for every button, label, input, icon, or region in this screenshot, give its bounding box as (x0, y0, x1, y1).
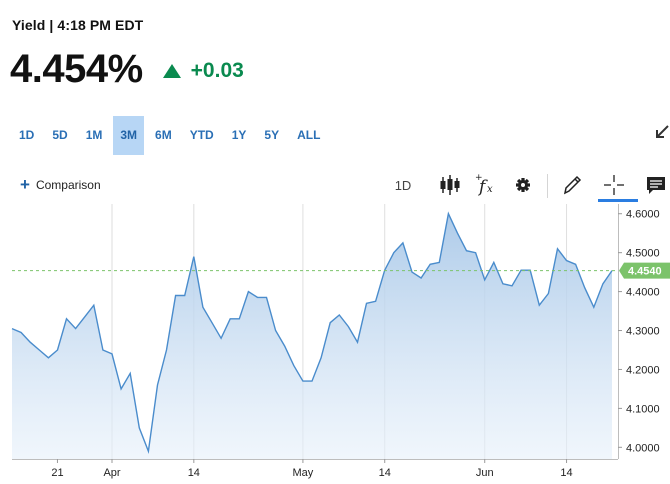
yield-chart[interactable]: 4.0000 4.1000 4.2000 4.3000 4.4000 4.5000 4.60… (0, 204, 670, 484)
comparison-label: Comparison (35, 178, 101, 192)
interval-selector[interactable]: 1D (388, 172, 418, 198)
chart-toolbar: + Comparison 1D + f x (0, 168, 670, 204)
range-tab-1y[interactable]: 1Y (231, 128, 247, 142)
range-tab-3m[interactable]: 3M (113, 116, 145, 155)
comment-icon[interactable] (645, 172, 667, 198)
plus-icon: + (20, 175, 30, 194)
svg-text:+: + (475, 173, 483, 183)
x-tick-label: May (293, 467, 314, 479)
comparison-button[interactable]: + Comparison (20, 175, 101, 194)
up-arrow-icon (162, 63, 181, 78)
y-tick-label: 4.3000 (626, 326, 660, 338)
y-tick-label: 4.4000 (626, 287, 660, 299)
range-tab-5y[interactable]: 5Y (264, 128, 280, 142)
collapse-arrow-icon[interactable] (652, 124, 670, 142)
range-tab-all[interactable]: ALL (297, 128, 321, 142)
chart-series-line (11, 211, 613, 454)
function-icon[interactable]: + f x (474, 172, 498, 198)
y-tick-label: 4.2000 (626, 364, 660, 376)
current-value-badge: 4.4540 (619, 262, 670, 279)
y-tick-label: 4.0000 (626, 442, 660, 454)
svg-text:x: x (487, 184, 493, 195)
yield-value: 4.454% (10, 47, 143, 91)
crosshair-icon[interactable] (602, 172, 626, 198)
quote-title: Yield | 4:18 PM EDT (12, 17, 144, 33)
range-tabs: 1D 5D 1M 3M 6M YTD 1Y 5Y ALL (12, 116, 331, 155)
y-tick-label: 4.5000 (626, 248, 660, 260)
x-tick-label: Jun (476, 467, 494, 479)
x-tick-label: 21 (51, 467, 63, 479)
x-tick-label: 14 (188, 467, 200, 479)
change-value: +0.03 (190, 58, 244, 82)
y-tick-label: 4.6000 (626, 209, 660, 221)
range-tab-1m[interactable]: 1M (85, 128, 103, 142)
pencil-icon[interactable] (561, 172, 583, 198)
current-value-label: 4.4540 (628, 266, 662, 278)
x-tick-label: 14 (379, 467, 391, 479)
range-tab-1d[interactable]: 1D (19, 128, 35, 142)
x-tick-label: 14 (560, 467, 572, 479)
range-tab-6m[interactable]: 6M (155, 128, 172, 142)
quote-row: 4.454% +0.03 (10, 47, 244, 92)
toolbar-divider (547, 174, 548, 198)
candlestick-icon[interactable] (438, 172, 462, 198)
interval-label: 1D (394, 177, 412, 193)
change-indicator: +0.03 (162, 58, 244, 83)
range-tab-ytd[interactable]: YTD (189, 128, 214, 142)
active-tool-indicator (598, 199, 638, 202)
chart-area-fill (12, 213, 612, 459)
current-value-badge-shape (619, 262, 670, 279)
y-tick-label: 4.1000 (626, 403, 660, 415)
svg-text:f: f (477, 177, 488, 197)
x-tick-label: Apr (103, 467, 120, 479)
gear-icon[interactable] (513, 172, 533, 198)
range-tab-5d[interactable]: 5D (52, 128, 68, 142)
